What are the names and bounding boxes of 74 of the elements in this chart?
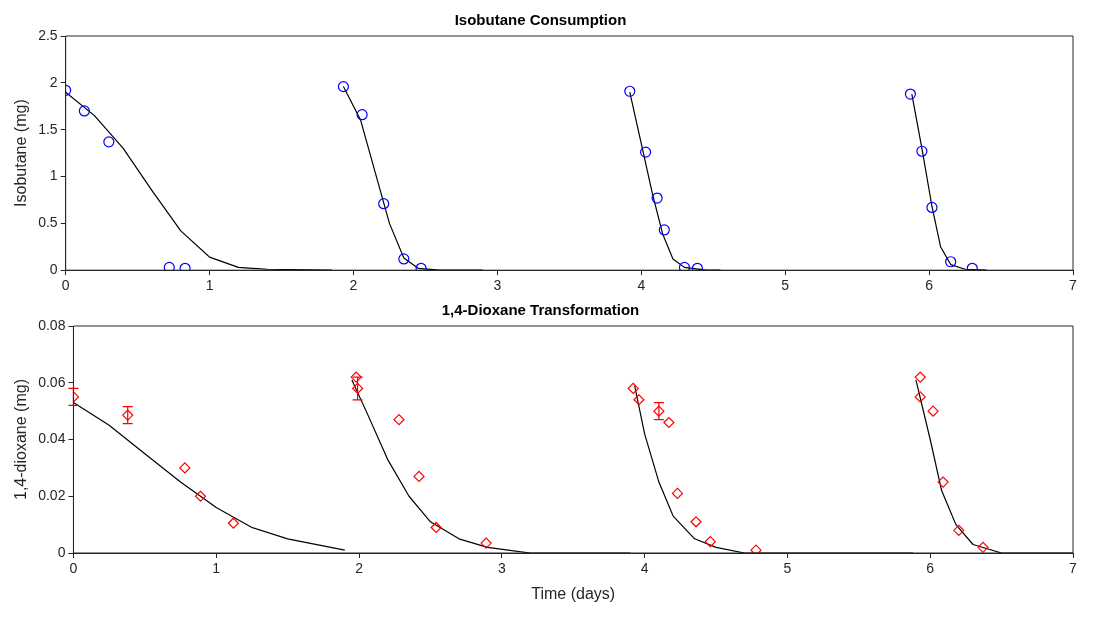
point	[227, 517, 239, 529]
chart-title: 1,4-Dioxane Transformation	[441, 301, 640, 319]
point	[179, 262, 191, 271]
y-tick-label: 0.08	[38, 316, 66, 333]
point	[194, 490, 207, 502]
y-tick-label: 0.5	[38, 214, 58, 231]
y-tick-label: 0	[57, 543, 66, 560]
x-tick-label: 4	[640, 560, 649, 577]
point	[350, 371, 362, 383]
point	[937, 476, 949, 488]
point	[914, 371, 926, 383]
point	[430, 521, 442, 534]
point	[633, 394, 645, 406]
x-tick-label: 7	[1069, 277, 1078, 294]
y-tick-label: 2.5	[38, 26, 58, 43]
point	[671, 487, 684, 500]
x-tick-label: 4	[637, 277, 646, 294]
y-axis-title: Isobutane (mg)	[12, 99, 30, 207]
x-tick-label: 7	[1069, 560, 1078, 577]
x-tick-label: 0	[69, 560, 78, 577]
point	[945, 256, 957, 268]
x-tick-label: 1	[212, 560, 221, 577]
point	[393, 414, 405, 426]
point	[658, 224, 670, 236]
x-tick-label: 6	[925, 277, 934, 294]
point	[977, 541, 989, 553]
x-tick-label: 2	[355, 560, 364, 577]
point	[352, 382, 364, 395]
point	[103, 136, 115, 148]
point	[678, 261, 691, 271]
point	[690, 516, 702, 528]
point	[163, 261, 175, 271]
point	[914, 391, 926, 403]
point	[653, 405, 665, 417]
point	[966, 262, 978, 271]
y-tick-label: 0	[49, 261, 58, 278]
y-tick-label: 0.06	[38, 373, 66, 390]
point	[78, 105, 90, 117]
chart-title: Isobutane Consumption	[454, 11, 627, 29]
point	[640, 146, 652, 158]
point	[356, 109, 368, 121]
point	[415, 262, 427, 271]
y-tick-label: 0.04	[38, 430, 66, 447]
point	[916, 145, 928, 157]
y-tick-label: 1	[49, 167, 58, 184]
y-axis-title: 1,4-dioxane (mg)	[12, 379, 30, 500]
point	[337, 80, 349, 93]
point	[627, 382, 639, 395]
x-tick-label: 5	[781, 277, 790, 294]
x-tick-label: 3	[493, 277, 502, 294]
point	[398, 253, 410, 265]
y-tick-label: 0.02	[38, 487, 66, 504]
point	[651, 192, 663, 204]
point	[904, 88, 916, 100]
x-axis-title: Time (days)	[531, 584, 616, 602]
point	[927, 405, 939, 417]
point	[750, 544, 762, 553]
point	[704, 536, 716, 548]
y-tick-label: 1.5	[38, 120, 58, 137]
point	[122, 409, 134, 421]
point	[624, 85, 636, 97]
point	[953, 524, 965, 536]
point	[179, 462, 191, 474]
point	[378, 198, 390, 210]
y-tick-label: 2	[49, 73, 58, 90]
x-tick-label: 5	[783, 560, 792, 577]
point	[926, 201, 938, 214]
x-tick-label: 6	[926, 560, 935, 577]
x-tick-label: 1	[205, 277, 214, 294]
point	[663, 416, 675, 429]
x-tick-label: 3	[497, 560, 506, 577]
point	[413, 470, 425, 482]
x-tick-label: 2	[349, 277, 358, 294]
point	[480, 537, 492, 549]
